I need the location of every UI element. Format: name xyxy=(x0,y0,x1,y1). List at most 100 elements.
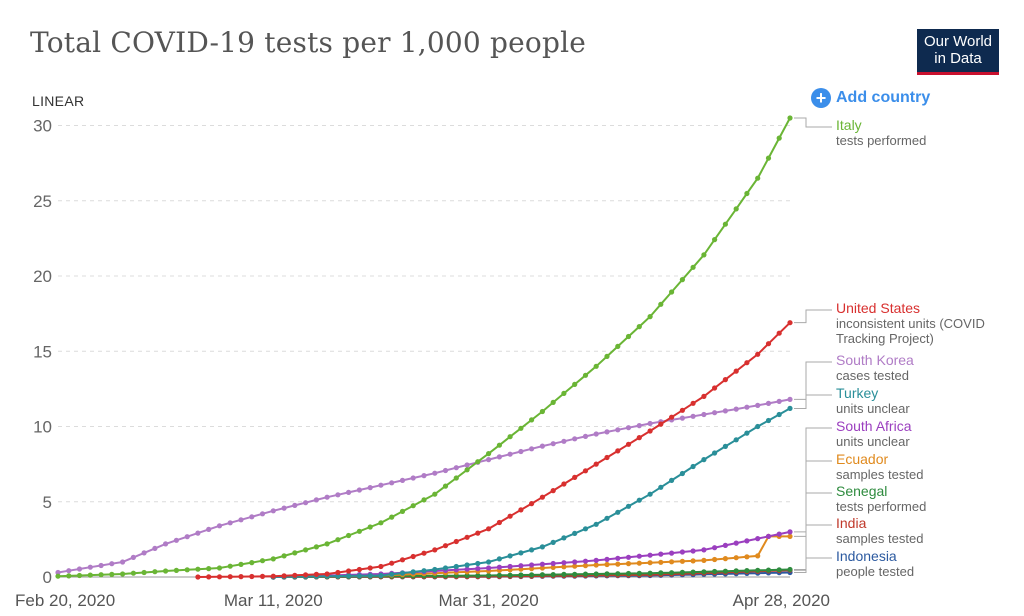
data-point xyxy=(109,571,115,578)
data-point xyxy=(507,563,513,570)
data-point xyxy=(281,553,287,559)
legend-item-india[interactable]: India samples tested xyxy=(836,516,923,547)
legend-name: Ecuador xyxy=(836,451,889,467)
data-point xyxy=(755,402,761,408)
data-point xyxy=(658,301,664,307)
data-point xyxy=(755,423,761,430)
legend-item-south-korea[interactable]: South Korea cases tested xyxy=(836,353,914,384)
data-point xyxy=(410,503,416,509)
data-point xyxy=(453,465,459,471)
plus-circle-icon: + xyxy=(811,88,831,108)
legend-connector xyxy=(794,361,832,400)
data-point xyxy=(410,569,416,575)
data-point xyxy=(572,474,578,480)
data-point xyxy=(529,547,535,553)
data-point xyxy=(496,454,502,460)
legend-item-senegal[interactable]: Senegal tests performed xyxy=(836,484,926,515)
scale-toggle[interactable]: LINEAR xyxy=(32,93,85,109)
data-point xyxy=(539,443,546,449)
data-point xyxy=(356,528,362,534)
y-tick-label: 15 xyxy=(33,342,52,361)
data-point xyxy=(561,438,567,444)
data-point xyxy=(227,520,233,526)
data-point xyxy=(367,573,373,579)
data-point xyxy=(669,550,675,556)
legend-connector xyxy=(794,309,832,324)
data-point xyxy=(206,526,212,533)
data-point xyxy=(572,563,578,569)
data-point xyxy=(518,425,524,431)
data-point xyxy=(582,468,589,474)
data-point xyxy=(87,564,93,570)
data-point xyxy=(669,289,675,295)
legend-item-ecuador[interactable]: Ecuador samples tested xyxy=(836,451,923,483)
data-point xyxy=(701,252,707,258)
data-point xyxy=(690,548,696,554)
data-point xyxy=(259,558,266,564)
data-point xyxy=(787,533,793,540)
data-point xyxy=(755,536,761,542)
legend-connector xyxy=(794,524,832,571)
series-line-italy[interactable] xyxy=(57,117,791,578)
data-point xyxy=(744,404,750,410)
legend-item-turkey[interactable]: Turkey units unclear xyxy=(836,386,910,417)
data-point xyxy=(195,574,201,580)
data-point xyxy=(679,470,686,477)
data-point xyxy=(529,417,535,423)
data-point xyxy=(722,443,729,449)
our-world-in-data-logo[interactable]: Our World in Data xyxy=(917,29,999,75)
data-point xyxy=(195,530,201,536)
data-point xyxy=(787,320,793,326)
data-point xyxy=(464,534,470,540)
y-tick-label: 30 xyxy=(33,117,52,136)
data-point xyxy=(658,570,664,576)
data-point xyxy=(389,571,395,577)
data-point xyxy=(335,569,341,576)
data-point xyxy=(679,277,686,283)
data-point xyxy=(733,568,739,574)
data-point xyxy=(464,573,470,579)
data-point xyxy=(464,566,470,572)
legend-name: South Africa xyxy=(836,418,912,434)
data-point xyxy=(475,459,481,465)
data-point xyxy=(184,534,190,540)
data-point xyxy=(249,573,255,580)
data-point xyxy=(755,553,761,559)
data-point xyxy=(109,561,115,567)
data-point xyxy=(636,497,642,503)
data-point xyxy=(787,405,793,411)
data-point xyxy=(701,457,707,463)
data-point xyxy=(701,557,707,564)
data-point xyxy=(66,573,72,579)
data-point xyxy=(399,508,406,514)
y-tick-label: 10 xyxy=(33,418,52,437)
legend-item-italy[interactable]: Italy tests performed xyxy=(836,118,926,149)
add-country-button[interactable]: + Add country xyxy=(811,88,930,108)
data-point xyxy=(152,569,158,575)
data-point xyxy=(442,483,449,489)
data-point xyxy=(615,448,621,454)
data-point xyxy=(679,549,686,555)
data-point xyxy=(442,565,449,571)
data-point xyxy=(184,567,190,573)
data-point xyxy=(776,330,782,336)
data-point xyxy=(561,571,567,578)
data-point xyxy=(486,457,492,463)
data-point xyxy=(712,545,718,551)
series-line-south-korea[interactable] xyxy=(57,398,791,574)
data-point xyxy=(722,408,729,414)
legend-unit: inconsistent units (COVID Tracking Projec… xyxy=(836,316,985,346)
data-point xyxy=(647,570,653,576)
data-point xyxy=(303,547,309,553)
data-point xyxy=(367,524,373,530)
data-point xyxy=(518,550,524,556)
data-point xyxy=(389,480,395,486)
legend-item-indonesia[interactable]: Indonesia people tested xyxy=(836,549,914,580)
legend-item-south-africa[interactable]: South Africa units unclear xyxy=(836,418,912,450)
legend-item-united-states[interactable]: United States inconsistent units (COVID Tr… xyxy=(836,301,985,347)
x-tick-label: Apr 28, 2020 xyxy=(733,591,830,610)
data-point xyxy=(432,470,438,476)
data-point xyxy=(550,399,556,405)
data-point xyxy=(518,563,524,569)
data-point xyxy=(389,514,395,520)
